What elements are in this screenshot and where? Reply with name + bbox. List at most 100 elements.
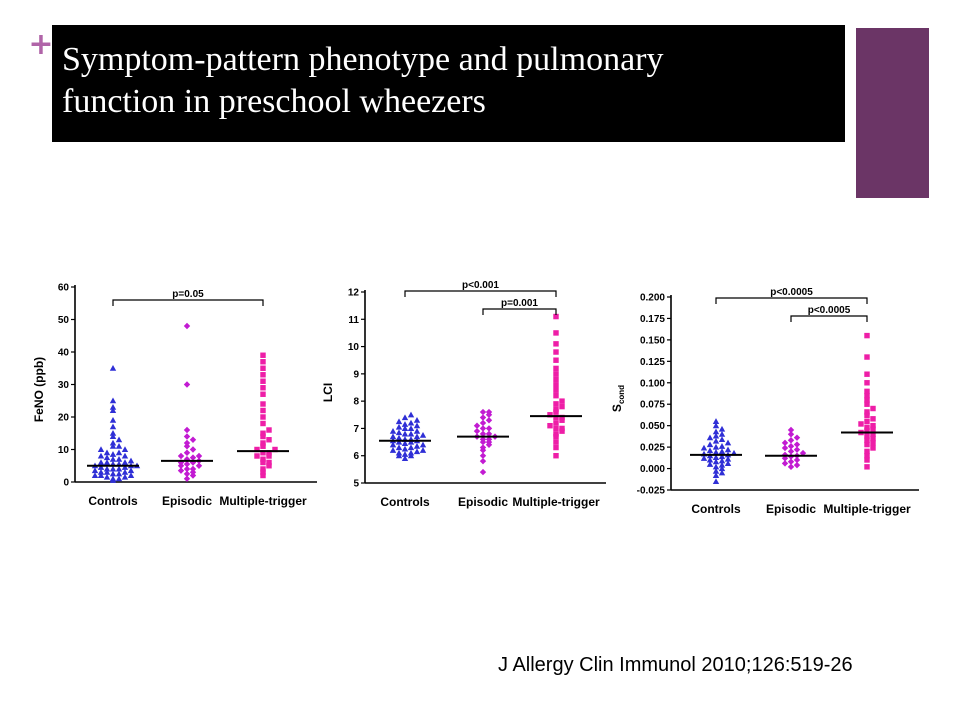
y-tick-label: 0 bbox=[63, 478, 69, 489]
x-category-label: Multiple-trigger bbox=[219, 494, 307, 508]
data-point bbox=[103, 449, 111, 456]
data-point bbox=[473, 422, 481, 429]
x-category-label: Controls bbox=[691, 502, 741, 516]
data-point bbox=[109, 456, 117, 462]
data-point bbox=[419, 441, 427, 448]
data-point bbox=[870, 445, 876, 451]
data-point bbox=[864, 433, 870, 439]
data-point bbox=[260, 440, 266, 446]
data-point bbox=[419, 447, 427, 453]
data-point bbox=[413, 422, 421, 429]
data-point bbox=[864, 448, 870, 455]
data-point bbox=[401, 425, 409, 431]
data-point bbox=[127, 467, 135, 474]
data-point bbox=[395, 449, 403, 456]
data-point bbox=[103, 469, 111, 475]
data-point bbox=[395, 444, 403, 451]
data-point bbox=[183, 475, 191, 482]
data-point bbox=[260, 359, 266, 365]
p-value-label: p<0.0005 bbox=[770, 287, 813, 298]
y-tick-label: 0.150 bbox=[640, 335, 665, 346]
data-point bbox=[712, 463, 720, 470]
data-point bbox=[712, 467, 720, 474]
data-point bbox=[407, 449, 415, 456]
y-tick-label: 8 bbox=[353, 397, 359, 408]
data-point bbox=[553, 376, 559, 383]
data-point bbox=[413, 433, 421, 440]
data-point bbox=[115, 475, 123, 482]
data-point bbox=[479, 436, 487, 443]
data-point bbox=[121, 446, 129, 453]
data-point bbox=[401, 445, 409, 452]
data-point bbox=[395, 429, 403, 436]
data-point bbox=[97, 452, 105, 459]
data-point bbox=[177, 462, 185, 469]
x-category-label: Controls bbox=[88, 494, 138, 508]
x-category-label: Episodic bbox=[766, 502, 816, 516]
data-point bbox=[260, 414, 266, 420]
data-point bbox=[793, 434, 801, 441]
data-point bbox=[401, 451, 409, 457]
data-point bbox=[183, 465, 191, 473]
data-point bbox=[706, 456, 714, 463]
title-banner: Symptom-pattern phenotype and pulmonary … bbox=[52, 25, 845, 142]
data-point bbox=[395, 438, 403, 445]
data-point bbox=[870, 416, 876, 422]
data-point bbox=[485, 436, 493, 443]
data-point bbox=[787, 431, 795, 438]
x-category-label: Episodic bbox=[458, 495, 508, 509]
data-point bbox=[870, 435, 876, 442]
y-tick-label: 0.125 bbox=[640, 357, 665, 368]
data-point bbox=[115, 470, 123, 477]
data-point bbox=[473, 427, 481, 435]
data-point bbox=[864, 401, 870, 407]
data-point bbox=[189, 454, 197, 461]
data-point bbox=[864, 371, 870, 377]
y-tick-label: 10 bbox=[348, 342, 360, 353]
data-point bbox=[724, 446, 732, 453]
data-point bbox=[260, 391, 266, 397]
data-point bbox=[479, 468, 487, 476]
data-point bbox=[195, 462, 203, 469]
slide-title-line-1: Symptom-pattern phenotype and pulmonary bbox=[62, 41, 664, 78]
data-point bbox=[858, 421, 864, 427]
y-tick-label: 0.000 bbox=[640, 464, 665, 475]
data-point bbox=[718, 457, 726, 464]
y-tick-label: -0.025 bbox=[637, 486, 666, 497]
data-point bbox=[553, 444, 559, 451]
data-point bbox=[413, 448, 421, 455]
x-category-label: Episodic bbox=[162, 494, 212, 508]
y-axis-label-subscript: cond bbox=[617, 385, 626, 404]
data-point bbox=[718, 436, 726, 442]
data-point bbox=[183, 456, 191, 463]
data-point bbox=[559, 403, 565, 410]
data-point bbox=[91, 472, 99, 479]
data-point bbox=[266, 437, 272, 443]
data-point bbox=[479, 452, 487, 459]
data-point bbox=[97, 469, 105, 475]
data-point bbox=[189, 459, 197, 466]
data-point bbox=[864, 437, 870, 443]
data-point bbox=[706, 441, 714, 448]
data-point bbox=[712, 428, 720, 435]
data-point bbox=[260, 420, 266, 427]
data-point bbox=[864, 441, 870, 448]
data-point bbox=[401, 421, 409, 427]
data-point bbox=[553, 341, 559, 347]
data-point bbox=[553, 357, 559, 363]
data-point bbox=[260, 430, 266, 436]
data-point bbox=[553, 439, 559, 445]
data-point bbox=[712, 458, 720, 465]
data-point bbox=[864, 354, 870, 360]
data-point bbox=[109, 430, 117, 436]
data-point bbox=[712, 449, 720, 455]
feno-scatter-chart: 0 10 20 30 40 50 60 FeNO (ppb) Controls Episodic M… bbox=[32, 283, 317, 508]
data-point bbox=[401, 455, 409, 462]
data-point bbox=[260, 365, 266, 371]
data-point bbox=[553, 425, 559, 432]
data-point bbox=[553, 349, 559, 355]
data-point bbox=[706, 447, 714, 454]
data-point bbox=[183, 381, 191, 388]
data-point bbox=[479, 408, 487, 416]
lci-scatter-chart: 5 6 7 8 9 10 11 12 LCI Controls Episodic Multiple-t… bbox=[321, 280, 606, 509]
